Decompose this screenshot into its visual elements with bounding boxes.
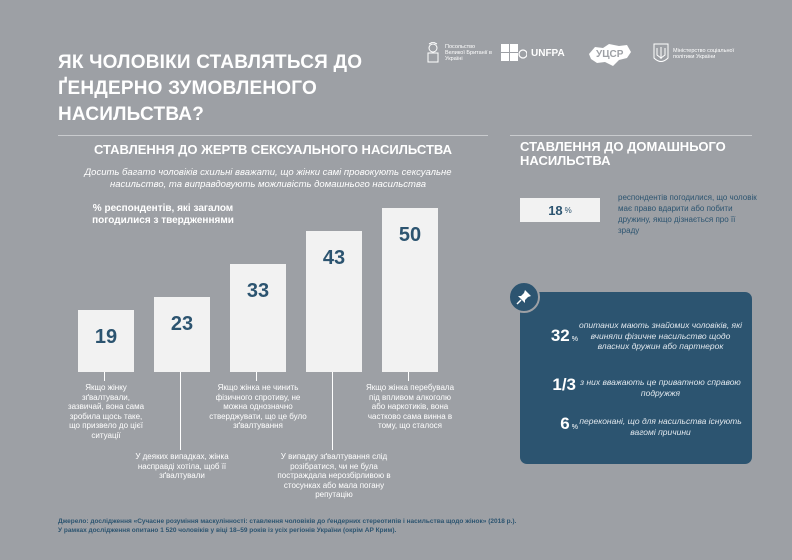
right-divider bbox=[510, 135, 752, 136]
bar-value-2: 23 bbox=[170, 312, 194, 335]
bar-caption-5: Якщо жінка перебувала під впливом алкого… bbox=[365, 383, 455, 430]
right-section-title: СТАВЛЕННЯ ДО ДОМАШНЬОГО НАСИЛЬСТВА bbox=[520, 139, 726, 168]
unfpa-text: UNFPA bbox=[531, 48, 565, 59]
stat-18-unit: % bbox=[564, 205, 572, 215]
box-row-3-text: переконані, що для насильства існують ва… bbox=[579, 416, 742, 437]
unfpa-logo: UNFPA bbox=[501, 44, 565, 64]
bar-3: 33 bbox=[230, 263, 286, 372]
bar-leader-line-3 bbox=[256, 372, 257, 381]
bar-5: 50 bbox=[382, 208, 438, 372]
uk-embassy-text: Посольство Великої Британії в Україні bbox=[445, 44, 492, 62]
ministry-logo: Міністерство соціальної політики України bbox=[653, 42, 735, 66]
bar-caption-1: Якщо жінку зґвалтували, зазвичай, вона с… bbox=[67, 383, 145, 440]
left-section-title: СТАВЛЕННЯ ДО ЖЕРТВ СЕКСУАЛЬНОГО НАСИЛЬСТ… bbox=[93, 142, 453, 157]
left-divider bbox=[58, 135, 488, 136]
stat-18-badge: 18% bbox=[520, 198, 600, 222]
bar-caption-3: Якщо жінка не чинить фізичного спротиву,… bbox=[209, 383, 307, 430]
bar-value-3: 33 bbox=[246, 279, 270, 302]
undp-squares-icon bbox=[501, 44, 527, 61]
bar-leader-line-1 bbox=[104, 372, 105, 381]
bar-leader-line-5 bbox=[408, 372, 409, 381]
percent-label: % респондентів, які загалом погодилися з… bbox=[92, 203, 234, 226]
bar-4: 43 bbox=[306, 230, 362, 372]
bar-2: 23 bbox=[154, 296, 210, 372]
bar-leader-line-2 bbox=[180, 372, 181, 450]
bar-caption-4: У випадку зґвалтування слід розібратися,… bbox=[277, 452, 391, 499]
bar-caption-2: У деяких випадках, жінка насправді хотіл… bbox=[135, 452, 229, 480]
ukraine-map-icon bbox=[589, 44, 631, 66]
page-title: ЯК ЧОЛОВІКИ СТАВЛЯТЬСЯ ДО ҐЕНДЕРНО ЗУМОВ… bbox=[58, 52, 363, 125]
box-row-3-value: 6% bbox=[560, 414, 578, 433]
stat-18-text: респондентів погодилися, що чоловік має … bbox=[618, 193, 757, 235]
stat-18-value: 18 bbox=[548, 202, 563, 218]
uk-embassy-logo: Посольство Великої Британії в Україні bbox=[425, 42, 495, 64]
source-line-1: Джерело: дослідження «Сучасне розуміння … bbox=[58, 518, 517, 525]
left-section-subtitle: Досить багато чоловіків схильні вважати,… bbox=[84, 167, 452, 190]
bar-value-4: 43 bbox=[322, 246, 346, 269]
pin-icon bbox=[508, 281, 540, 313]
ucsr-logo: УЦСР bbox=[587, 42, 633, 68]
acquaintances-box: 32% опитаних мають знайомих чоловіків, я… bbox=[520, 292, 752, 464]
box-row-1-value: 32% bbox=[550, 326, 578, 345]
trident-icon bbox=[653, 43, 669, 62]
bar-1: 19 bbox=[78, 309, 134, 372]
logos: Посольство Великої Британії в Україні UN… bbox=[425, 38, 745, 84]
ministry-text: Міністерство соціальної політики України bbox=[673, 48, 735, 60]
box-row-2-text: з них вважають це приватною справою подр… bbox=[580, 377, 741, 398]
ucsr-text: УЦСР bbox=[596, 49, 624, 60]
bar-leader-line-4 bbox=[332, 372, 333, 450]
bar-value-5: 50 bbox=[398, 224, 422, 246]
bar-value-1: 19 bbox=[94, 325, 118, 348]
source-line-2: У рамках дослідження опитано 1 520 чолов… bbox=[58, 527, 397, 534]
box-row-1-text: опитаних мають знайомих чоловіків, які в… bbox=[579, 320, 742, 351]
source-note: Джерело: дослідження «Сучасне розуміння … bbox=[58, 517, 748, 535]
crest-icon bbox=[427, 42, 439, 63]
box-row-2-value: 1/3 bbox=[552, 375, 576, 394]
